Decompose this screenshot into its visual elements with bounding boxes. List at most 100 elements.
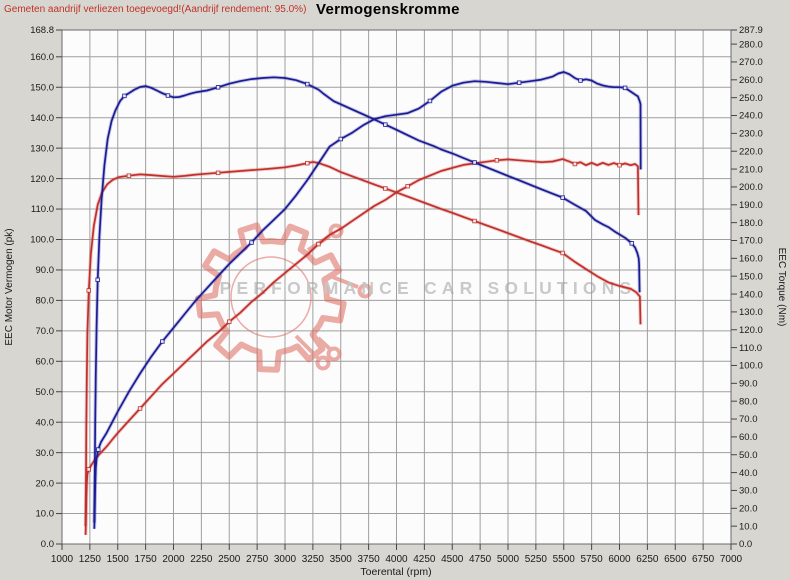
red-power-marker bbox=[405, 183, 410, 189]
x-tick-label: 6250 bbox=[636, 554, 659, 565]
x-tick-label: 2750 bbox=[246, 554, 269, 565]
right-axis-title: EEC Torque (Nm) bbox=[776, 248, 787, 327]
blue-torque-marker bbox=[165, 93, 171, 98]
blue-torque-marker bbox=[122, 93, 127, 99]
red-torque-marker bbox=[305, 160, 310, 166]
right-tick-label: 120.0 bbox=[739, 325, 763, 336]
red-torque-marker bbox=[86, 288, 92, 293]
red-power-marker bbox=[316, 241, 321, 247]
x-axis-title: Toerental (rpm) bbox=[360, 566, 431, 578]
x-tick-label: 5000 bbox=[497, 554, 520, 565]
x-tick-label: 4750 bbox=[469, 554, 492, 565]
left-tick-label: 90.0 bbox=[36, 265, 55, 276]
blue-torque-marker bbox=[215, 85, 221, 90]
drivetrain-loss-note: Gemeten aandrijf verliezen toegevoegd!(A… bbox=[4, 4, 307, 15]
right-tick-label: 260.0 bbox=[739, 75, 763, 86]
left-tick-label: 150.0 bbox=[30, 82, 54, 93]
red-power-marker bbox=[226, 319, 232, 324]
right-tick-label: 10.0 bbox=[739, 521, 758, 532]
blue-torque-marker bbox=[305, 81, 310, 87]
gear-circuit-line bbox=[329, 274, 359, 289]
x-tick-label: 5750 bbox=[581, 554, 604, 565]
gear-circuit-line bbox=[316, 336, 332, 351]
right-tick-label: 210.0 bbox=[739, 164, 763, 175]
right-tick-label: 220.0 bbox=[739, 146, 763, 157]
x-tick-label: 6000 bbox=[608, 554, 631, 565]
red-power-curve bbox=[84, 158, 640, 535]
right-tick-label: 170.0 bbox=[739, 236, 763, 247]
red-torque-marker bbox=[383, 186, 388, 191]
x-tick-label: 1000 bbox=[51, 554, 74, 565]
x-tick-label: 5250 bbox=[525, 554, 548, 565]
right-tick-label: 50.0 bbox=[739, 450, 758, 461]
blue-torque-marker bbox=[95, 277, 100, 283]
x-tick-label: 2250 bbox=[190, 554, 213, 565]
watermark-text: PERFORMANCE CAR SOLUTIONS bbox=[220, 278, 637, 298]
red-power-marker bbox=[137, 406, 143, 411]
x-tick-label: 4250 bbox=[413, 554, 436, 565]
left-tick-label: 0.0 bbox=[41, 539, 54, 550]
x-tick-label: 2000 bbox=[162, 554, 185, 565]
left-tick-label: 20.0 bbox=[36, 478, 55, 489]
gear-circuit-node bbox=[315, 355, 331, 371]
blue-torque-marker bbox=[383, 122, 388, 127]
right-tick-label: 270.0 bbox=[739, 57, 763, 68]
red-power-marker bbox=[617, 162, 622, 168]
x-tick-label: 3500 bbox=[330, 554, 353, 565]
left-tick-label: 10.0 bbox=[36, 509, 55, 520]
x-tick-label: 3250 bbox=[302, 554, 325, 565]
blue-torque-marker bbox=[560, 195, 565, 200]
x-tick-label: 5500 bbox=[553, 554, 576, 565]
blue-power-marker bbox=[160, 339, 165, 344]
right-tick-label: 130.0 bbox=[739, 307, 763, 318]
blue-torque-marker bbox=[472, 160, 477, 165]
left-tick-label: 110.0 bbox=[31, 204, 54, 215]
x-tick-label: 4000 bbox=[385, 554, 408, 565]
blue-power-marker bbox=[622, 85, 628, 91]
right-tick-label: 0.0 bbox=[739, 539, 752, 550]
right-tick-label: 80.0 bbox=[739, 396, 758, 407]
blue-torque-marker bbox=[629, 241, 635, 246]
red-power-marker bbox=[86, 467, 92, 472]
left-axis-title: EEC Motor Vermogen (pk) bbox=[4, 228, 15, 345]
x-tick-label: 1250 bbox=[79, 554, 102, 565]
blue-power-marker bbox=[516, 80, 522, 85]
red-torque-marker bbox=[126, 173, 132, 178]
red-torque-marker bbox=[472, 218, 477, 224]
right-tick-label: 230.0 bbox=[739, 129, 763, 140]
x-tick-label: 4500 bbox=[441, 554, 464, 565]
left-tick-label: 168.8 bbox=[30, 25, 54, 36]
blue-power-marker bbox=[427, 98, 433, 104]
left-tick-label: 70.0 bbox=[36, 326, 55, 337]
right-tick-label: 90.0 bbox=[739, 379, 758, 390]
left-tick-label: 80.0 bbox=[36, 296, 55, 307]
right-tick-label: 100.0 bbox=[739, 361, 763, 372]
red-power-marker bbox=[494, 158, 500, 163]
right-tick-label: 190.0 bbox=[739, 200, 763, 211]
right-tick-label: 110.0 bbox=[739, 343, 762, 354]
left-tick-label: 60.0 bbox=[36, 356, 55, 367]
blue-power-curve bbox=[93, 71, 642, 529]
right-tick-label: 240.0 bbox=[739, 111, 763, 122]
left-tick-label: 50.0 bbox=[36, 387, 55, 398]
gear-circuit-node bbox=[328, 223, 344, 239]
right-tick-label: 30.0 bbox=[739, 486, 758, 497]
gear-inner-circle bbox=[230, 256, 312, 338]
blue-power-marker bbox=[338, 136, 344, 142]
right-tick-label: 200.0 bbox=[739, 182, 763, 193]
right-tick-label: 287.9 bbox=[739, 25, 763, 36]
left-tick-label: 40.0 bbox=[36, 417, 55, 428]
right-tick-label: 40.0 bbox=[739, 468, 758, 479]
left-tick-label: 140.0 bbox=[30, 113, 54, 124]
right-tick-label: 180.0 bbox=[739, 218, 763, 229]
x-tick-label: 3000 bbox=[274, 554, 297, 565]
blue-power-marker bbox=[578, 78, 583, 83]
gear-circuit-node bbox=[326, 346, 342, 362]
right-tick-label: 150.0 bbox=[739, 271, 763, 282]
right-tick-label: 280.0 bbox=[739, 39, 763, 50]
red-torque-marker bbox=[215, 170, 221, 176]
grid-layer bbox=[62, 30, 731, 544]
x-tick-label: 1500 bbox=[107, 554, 130, 565]
right-tick-label: 160.0 bbox=[739, 254, 763, 265]
